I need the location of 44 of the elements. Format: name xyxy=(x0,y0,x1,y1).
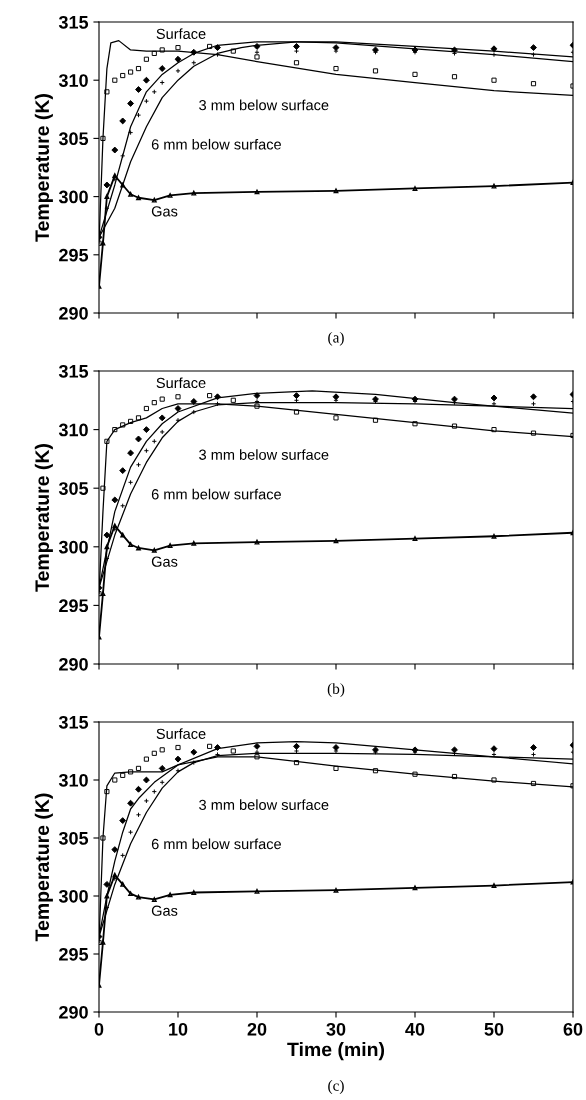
y-tick-label: 300 xyxy=(58,540,88,554)
y-axis-title: Temperature (K) xyxy=(34,793,53,942)
y-tick-label: 300 xyxy=(58,889,88,903)
annotation: 3 mm below surface xyxy=(199,449,329,460)
y-tick-label: 290 xyxy=(59,1005,88,1019)
y-tick-label: 310 xyxy=(58,423,88,437)
annotation: Gas xyxy=(151,206,178,217)
annotation: Surface xyxy=(156,28,206,40)
y-tick-label: 305 xyxy=(58,482,89,495)
x-tick-label: 10 xyxy=(169,1022,188,1036)
x-tick-label: 60 xyxy=(563,1022,583,1036)
y-tick-label: 305 xyxy=(58,132,89,146)
y-tick-label: 315 xyxy=(58,364,89,378)
y-tick-label: 295 xyxy=(59,947,89,961)
y-tick-label: 315 xyxy=(58,715,89,729)
y-tick-label: 310 xyxy=(58,74,88,87)
annotation: 6 mm below surface xyxy=(151,138,281,150)
annotation: 6 mm below surface xyxy=(151,488,281,500)
y-tick-label: 310 xyxy=(58,773,88,787)
text: (a) xyxy=(328,331,344,346)
text: (b) xyxy=(327,683,345,698)
annotation: Gas xyxy=(151,556,178,567)
annotation: 3 mm below surface xyxy=(199,799,329,811)
annotation: Gas xyxy=(151,905,178,916)
text: (c) xyxy=(328,1080,344,1094)
y-axis-title: Temperature (K) xyxy=(34,444,53,592)
x-axis-title: Time (min) xyxy=(287,1042,385,1061)
y-tick-label: 315 xyxy=(58,15,89,29)
annotation: 3 mm below surface xyxy=(199,99,329,111)
annotation: Surface xyxy=(156,728,206,739)
annotation: Surface xyxy=(156,377,206,389)
y-tick-label: 295 xyxy=(59,248,89,262)
x-tick-label: 50 xyxy=(484,1022,504,1036)
x-tick-label: 40 xyxy=(405,1022,425,1036)
y-tick-label: 295 xyxy=(59,599,89,613)
y-tick-label: 300 xyxy=(58,190,88,204)
x-tick-label: 0 xyxy=(94,1022,104,1036)
y-tick-label: 290 xyxy=(59,306,88,320)
y-tick-label: 305 xyxy=(58,831,89,845)
y-tick-label: 290 xyxy=(59,657,88,671)
annotation: 6 mm below surface xyxy=(151,838,281,850)
x-tick-label: 20 xyxy=(247,1022,267,1036)
y-axis-title: Temperature (K) xyxy=(34,94,53,242)
x-tick-label: 30 xyxy=(326,1022,346,1036)
